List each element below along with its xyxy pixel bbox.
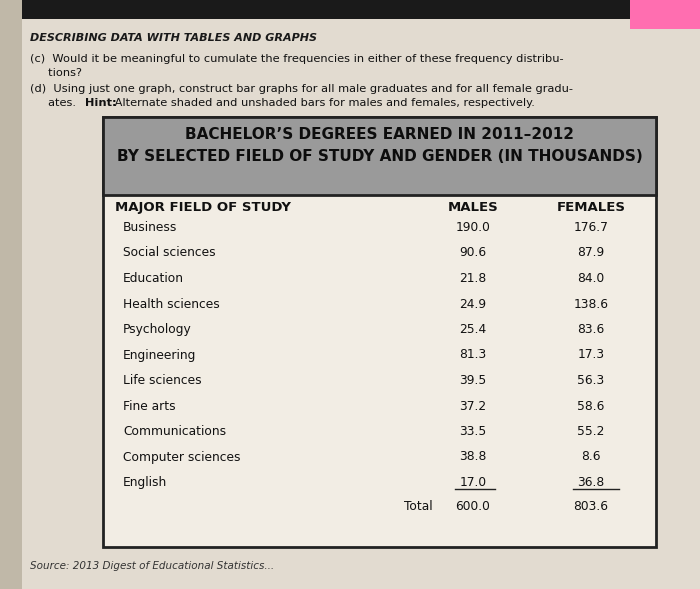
Text: 190.0: 190.0 <box>456 221 491 234</box>
Text: 176.7: 176.7 <box>573 221 608 234</box>
Bar <box>0 0 22 589</box>
Text: Business: Business <box>123 221 177 234</box>
Text: Life sciences: Life sciences <box>123 374 202 387</box>
Bar <box>103 117 656 547</box>
Bar <box>0 0 700 19</box>
Text: 803.6: 803.6 <box>573 499 608 512</box>
Text: 56.3: 56.3 <box>578 374 605 387</box>
Text: Engineering: Engineering <box>123 349 197 362</box>
Text: Education: Education <box>123 272 184 285</box>
Text: Fine arts: Fine arts <box>123 399 176 412</box>
Text: 55.2: 55.2 <box>578 425 605 438</box>
Text: 37.2: 37.2 <box>459 399 486 412</box>
Text: ates.: ates. <box>30 98 80 108</box>
Text: 138.6: 138.6 <box>573 297 608 310</box>
Text: Communications: Communications <box>123 425 226 438</box>
Text: MAJOR FIELD OF STUDY: MAJOR FIELD OF STUDY <box>115 201 291 214</box>
Text: BACHELOR’S DEGREES EARNED IN 2011–2012: BACHELOR’S DEGREES EARNED IN 2011–2012 <box>185 127 574 142</box>
Text: Social sciences: Social sciences <box>123 247 216 260</box>
Text: 21.8: 21.8 <box>459 272 486 285</box>
Text: Source: 2013 Digest of Educational Statistics...: Source: 2013 Digest of Educational Stati… <box>30 561 274 571</box>
Text: DESCRIBING DATA WITH TABLES AND GRAPHS: DESCRIBING DATA WITH TABLES AND GRAPHS <box>30 33 317 43</box>
Text: 17.3: 17.3 <box>578 349 605 362</box>
Bar <box>630 0 700 29</box>
Text: 36.8: 36.8 <box>578 476 605 489</box>
Text: 58.6: 58.6 <box>578 399 605 412</box>
Text: 33.5: 33.5 <box>459 425 486 438</box>
Text: MALES: MALES <box>447 201 498 214</box>
Text: Total: Total <box>405 499 433 512</box>
Text: tions?: tions? <box>30 68 82 78</box>
Text: 87.9: 87.9 <box>578 247 605 260</box>
Text: 81.3: 81.3 <box>459 349 486 362</box>
Text: FEMALES: FEMALES <box>556 201 626 214</box>
Text: 24.9: 24.9 <box>459 297 486 310</box>
Text: 8.6: 8.6 <box>581 451 601 464</box>
Bar <box>103 117 656 195</box>
Text: 38.8: 38.8 <box>459 451 486 464</box>
Text: Alternate shaded and unshaded bars for males and females, respectively.: Alternate shaded and unshaded bars for m… <box>111 98 535 108</box>
Text: 39.5: 39.5 <box>459 374 486 387</box>
Text: Hint:: Hint: <box>85 98 117 108</box>
Text: English: English <box>123 476 167 489</box>
Text: 83.6: 83.6 <box>578 323 605 336</box>
Text: Psychology: Psychology <box>123 323 192 336</box>
Text: 90.6: 90.6 <box>459 247 486 260</box>
Text: 25.4: 25.4 <box>459 323 486 336</box>
Text: BY SELECTED FIELD OF STUDY AND GENDER (IN THOUSANDS): BY SELECTED FIELD OF STUDY AND GENDER (I… <box>117 149 643 164</box>
Text: Health sciences: Health sciences <box>123 297 220 310</box>
Text: Computer sciences: Computer sciences <box>123 451 241 464</box>
Text: 84.0: 84.0 <box>578 272 605 285</box>
Text: 600.0: 600.0 <box>456 499 491 512</box>
Text: (c)  Would it be meaningful to cumulate the frequencies in either of these frequ: (c) Would it be meaningful to cumulate t… <box>30 54 564 64</box>
Text: (d)  Using just one graph, construct bar graphs for all male graduates and for a: (d) Using just one graph, construct bar … <box>30 84 573 94</box>
Text: 17.0: 17.0 <box>459 476 486 489</box>
